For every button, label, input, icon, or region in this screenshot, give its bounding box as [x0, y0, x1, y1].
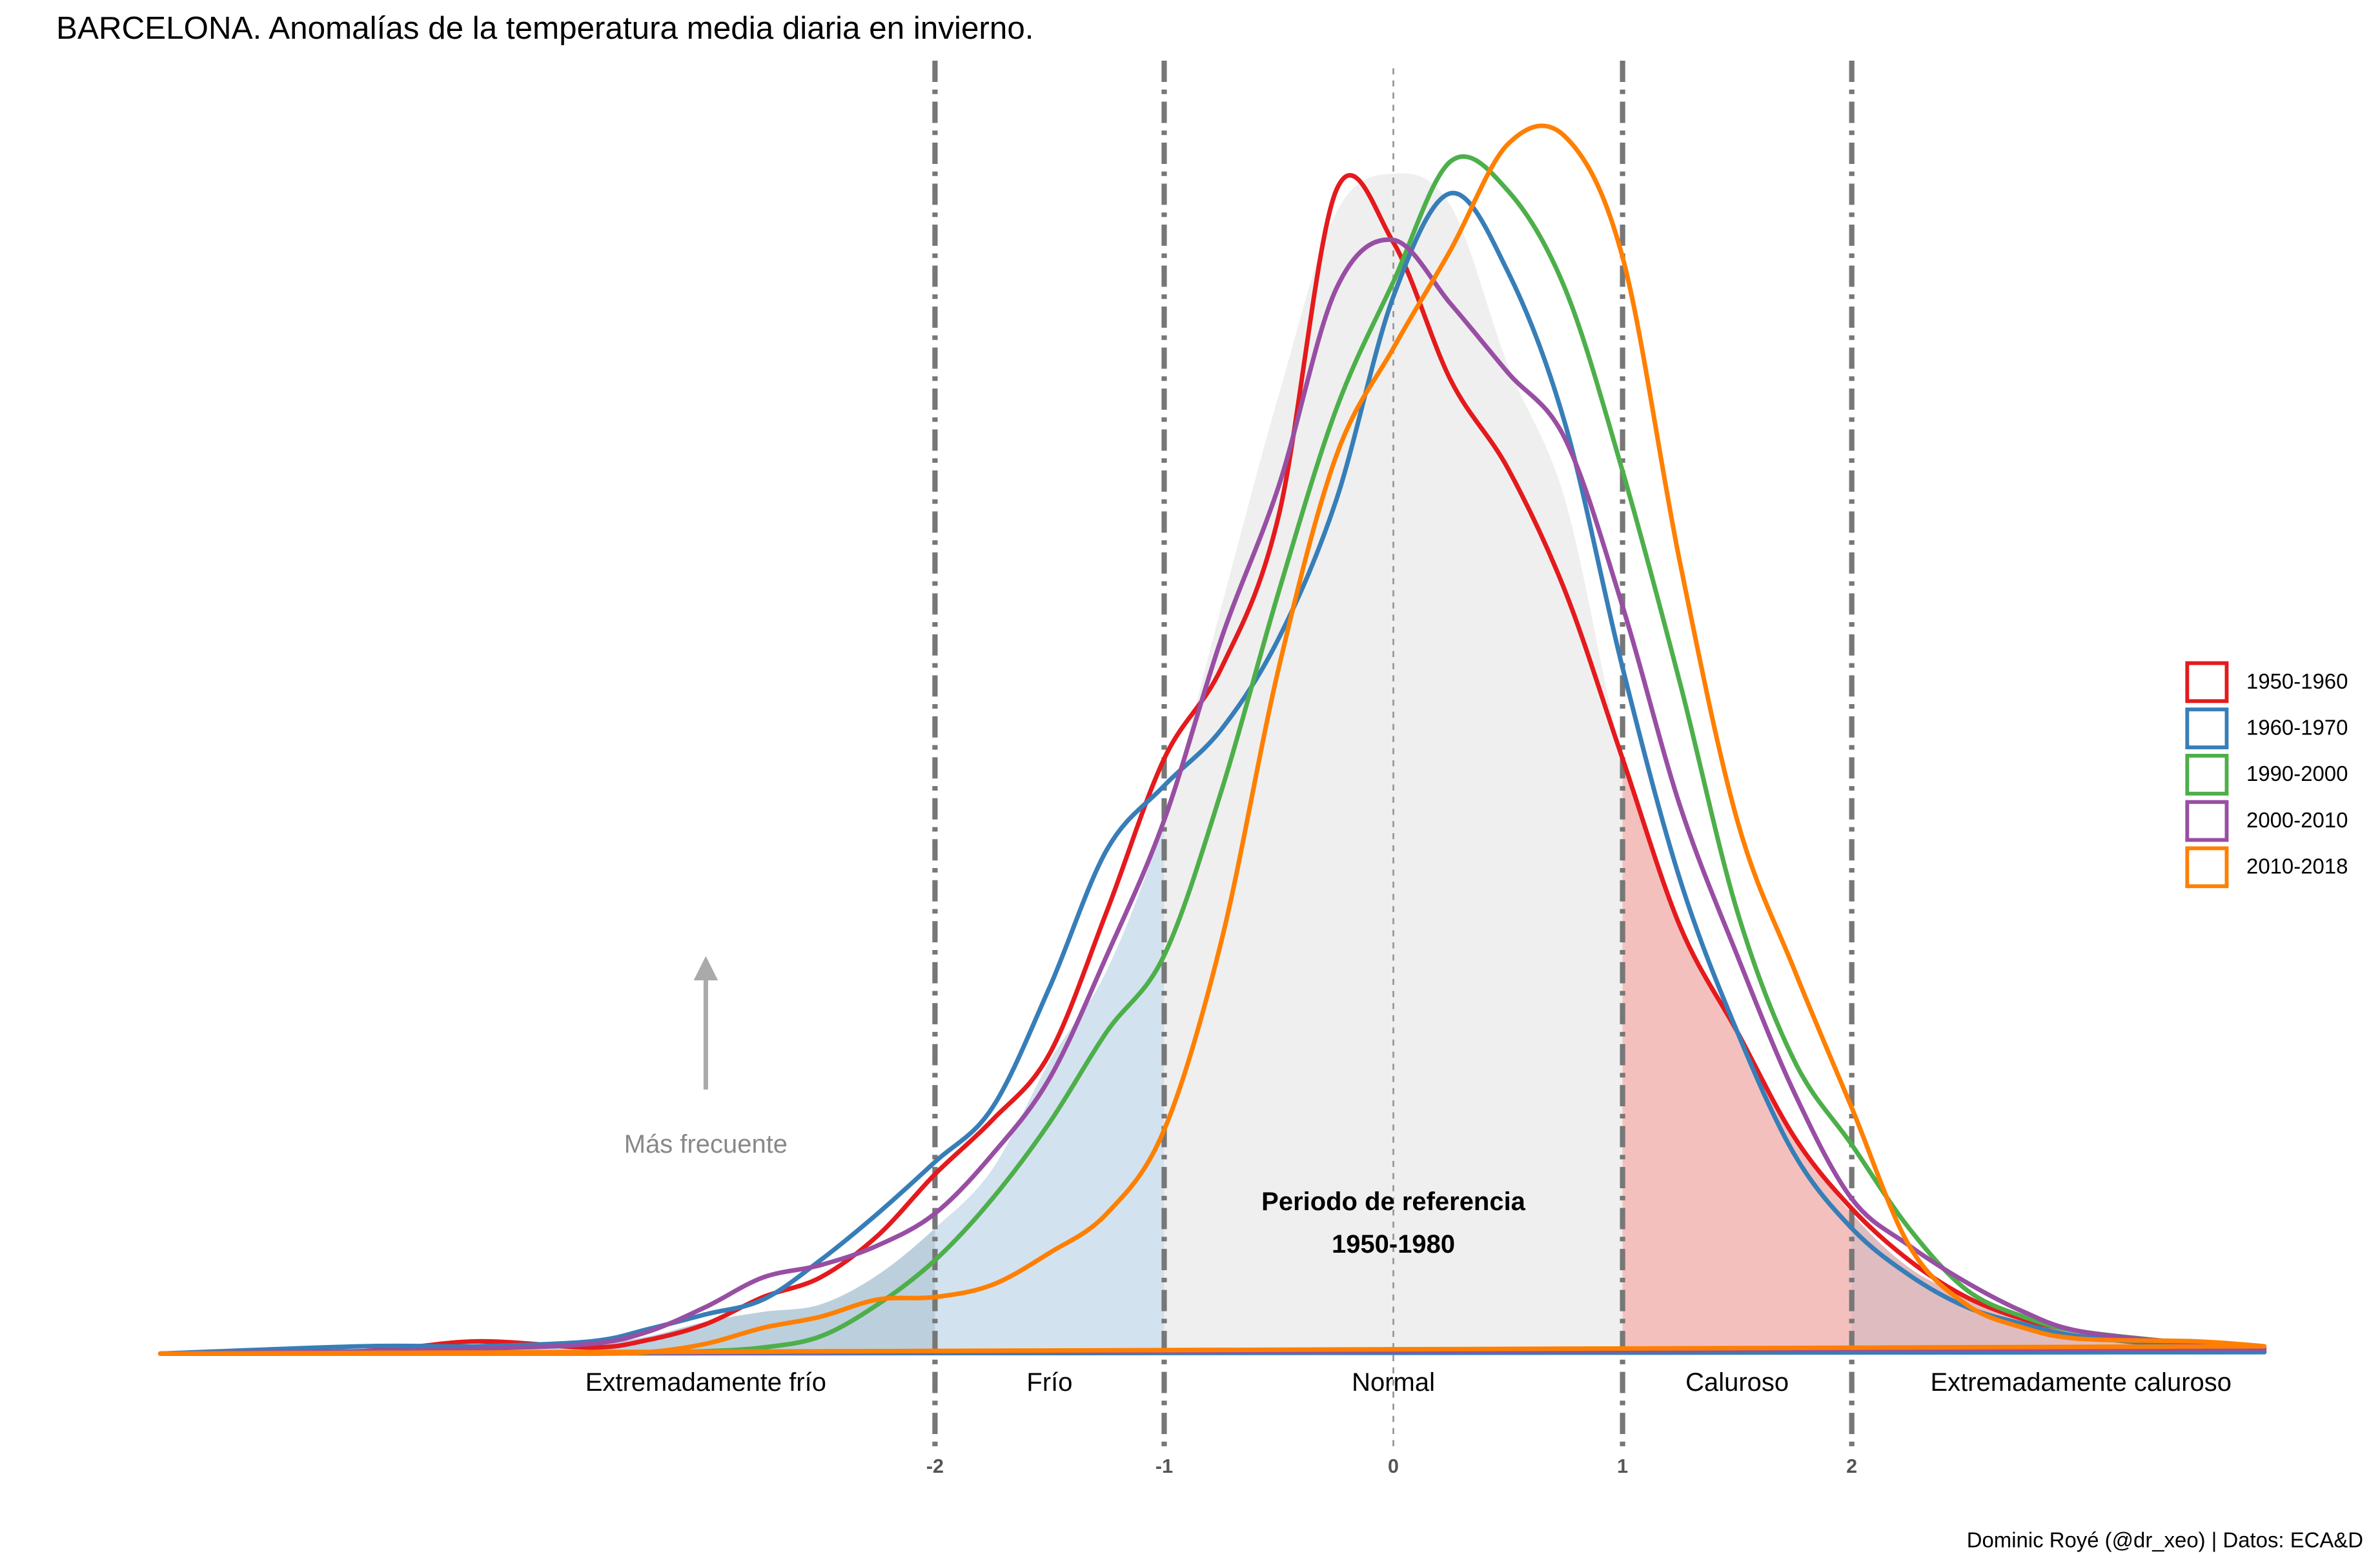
band-label: Caluroso — [1685, 1368, 1789, 1397]
legend-label: 1990-2000 — [2246, 762, 2348, 785]
density-line — [158, 123, 2267, 1357]
legend-swatch — [2185, 846, 2229, 889]
legend-label: 1960-1970 — [2246, 716, 2348, 740]
legend-swatch — [2185, 707, 2229, 749]
density-line — [158, 190, 2267, 1356]
legend-label: 2010-2018 — [2246, 854, 2348, 878]
x-tick-label: -2 — [926, 1455, 944, 1477]
reference-label: 1950-1980 — [1332, 1230, 1455, 1259]
density-line — [158, 237, 2267, 1356]
density-line — [158, 173, 2267, 1356]
legend-swatch — [2185, 800, 2229, 842]
band-label: Normal — [1352, 1368, 1435, 1397]
x-tick-label: 2 — [1846, 1455, 1857, 1477]
x-tick-label: 0 — [1388, 1455, 1399, 1477]
legend-label: 1950-1960 — [2246, 669, 2348, 693]
band-label: Extremadamente frío — [585, 1368, 826, 1397]
band-label: Extremadamente caluroso — [1930, 1368, 2232, 1397]
legend-swatch — [2185, 661, 2229, 703]
annotation: Más frecuente — [624, 1130, 788, 1158]
annotation-arrowhead — [693, 956, 718, 980]
legend-swatch — [2185, 754, 2229, 796]
chart-title: BARCELONA. Anomalías de la temperatura m… — [56, 10, 1033, 46]
x-tick-label: 1 — [1617, 1455, 1628, 1477]
x-tick-label: -1 — [1155, 1455, 1173, 1477]
caption: Dominic Royé (@dr_xeo) | Datos: ECA&D — [1967, 1528, 2363, 1552]
reference-area — [160, 173, 2264, 1354]
reference-label: Periodo de referencia — [1261, 1188, 1525, 1216]
legend-label: 2000-2010 — [2246, 808, 2348, 832]
band-label: Frío — [1026, 1368, 1072, 1397]
